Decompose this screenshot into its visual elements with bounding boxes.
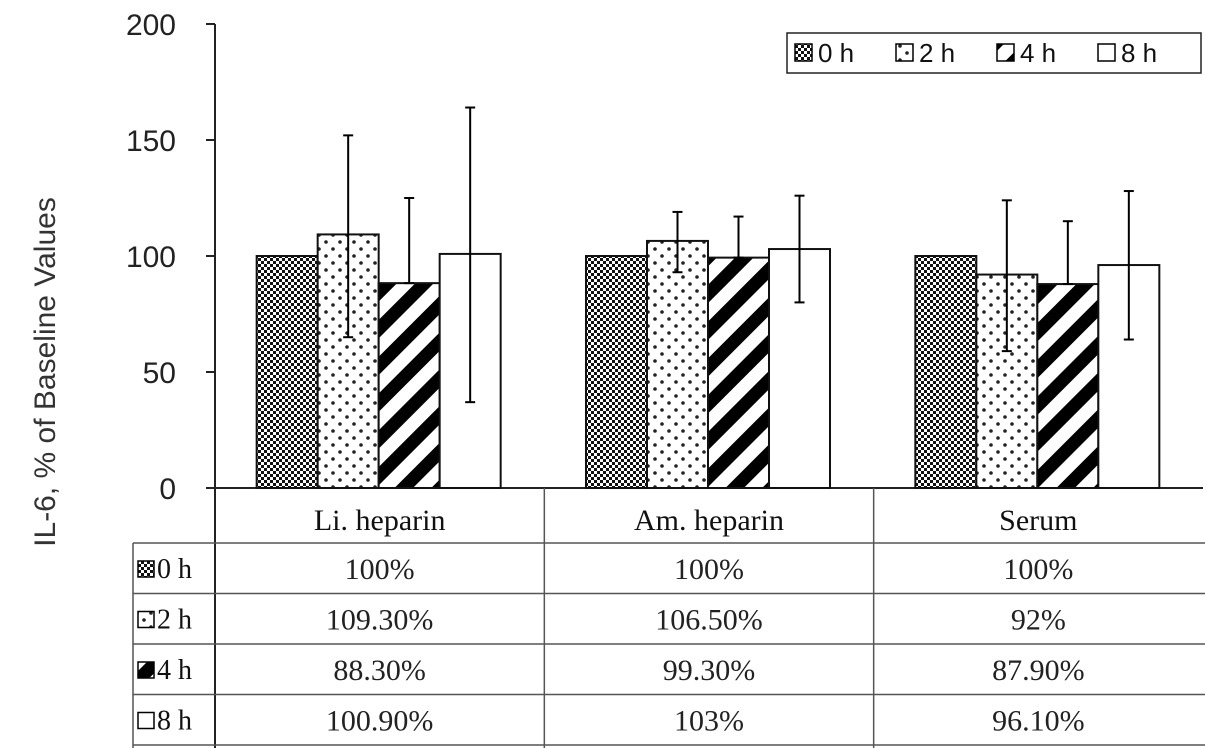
data-label: 100.90% [326,705,434,738]
legend-swatch [996,43,1015,62]
y-tick-label: 100 [126,241,176,274]
legend-label: 8 h [1121,38,1157,68]
row-swatch [137,711,155,730]
legend-swatch [794,43,813,62]
legend-swatch [895,43,914,62]
data-label: 109.30% [326,604,434,637]
data-label: 106.50% [655,604,763,637]
y-tick-label: 50 [143,357,176,390]
row-label: 8 h [157,706,192,737]
row-swatch [137,560,155,578]
data-table: Li. heparin Am. heparin Serum 0 h 100% 100% 10… [132,488,1205,748]
row-swatch [137,661,155,679]
category-label: Am. heparin [634,504,784,537]
category-label: Li. heparin [314,504,446,537]
row-label: 2 h [157,605,192,636]
error-bar-group [343,106,1134,404]
row-label: 0 h [157,554,192,585]
data-label: 103% [674,705,744,738]
legend-label: 0 h [818,38,854,68]
data-label: 88.30% [333,654,426,687]
data-label: 100% [674,553,744,586]
bar [377,282,441,490]
bar [255,255,319,489]
legend-label: 4 h [1020,38,1056,68]
row-swatch [137,610,155,629]
y-tick-label: 150 [126,125,176,158]
legend-box [786,32,1202,74]
data-label: 100% [1003,553,1073,586]
bar [585,255,648,489]
data-label: 100% [345,553,415,586]
y-axis-label: IL-6, % of Baseline Values [29,197,62,547]
data-label: 99.30% [663,654,756,687]
bar-group [255,233,1161,490]
bar [707,256,770,489]
row-label: 4 h [157,655,192,686]
data-label: 87.90% [992,654,1085,687]
legend: 0 h 2 h 4 h 8 h [786,32,1202,74]
y-tick-label: 200 [126,9,176,42]
category-label: Serum [999,504,1077,537]
data-label: 92% [1011,604,1066,637]
bar [914,255,978,489]
bar [646,239,709,489]
bar [1036,283,1100,489]
legend-swatch [1097,43,1116,62]
data-label: 96.10% [992,705,1085,738]
y-tick-label: 0 [159,473,176,506]
legend-label: 2 h [919,38,955,68]
